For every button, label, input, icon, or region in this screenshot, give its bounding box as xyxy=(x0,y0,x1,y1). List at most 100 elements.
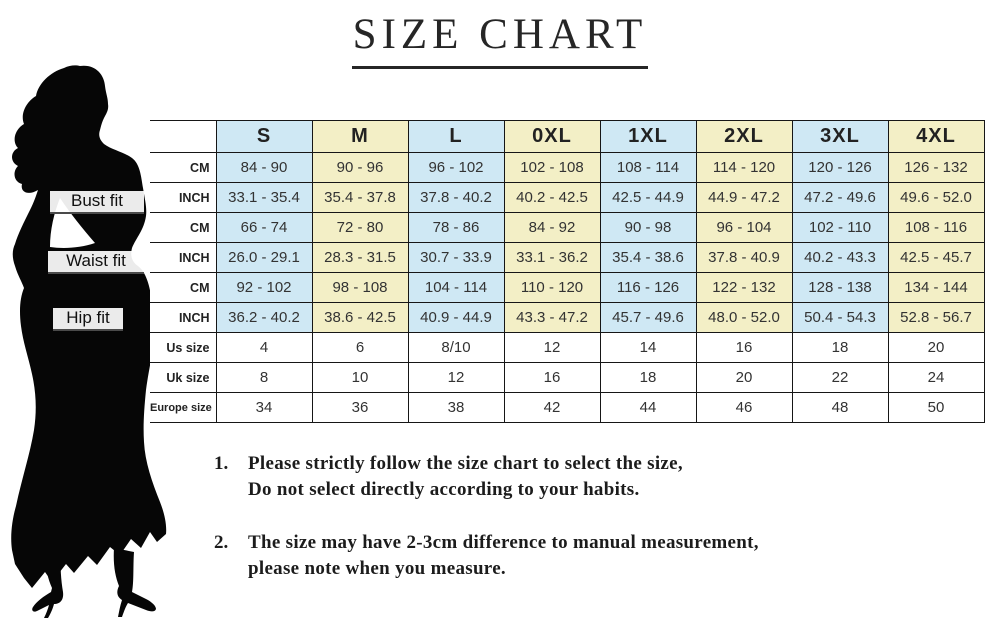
size-value-cell: 34 xyxy=(215,392,313,423)
bust-fit-label: Bust fit xyxy=(50,191,144,214)
size-value-cell: 22 xyxy=(791,362,889,393)
size-value-cell: 16 xyxy=(695,332,793,363)
size-value-cell: 4 xyxy=(215,332,313,363)
size-value-cell: 49.6 - 52.0 xyxy=(887,182,985,213)
size-value-cell: 50.4 - 54.3 xyxy=(791,302,889,333)
size-value-cell: 47.2 - 49.6 xyxy=(791,182,889,213)
size-value-cell: 102 - 108 xyxy=(503,152,601,183)
size-value-cell: 40.2 - 43.3 xyxy=(791,242,889,273)
size-value-cell: 35.4 - 37.8 xyxy=(311,182,409,213)
notes-section: 1. Please strictly follow the size chart… xyxy=(214,451,854,609)
title-wrap: SIZE CHART xyxy=(0,10,1000,59)
size-value-cell: 20 xyxy=(887,332,985,363)
corner-cell xyxy=(150,120,217,153)
size-value-cell: 46 xyxy=(695,392,793,423)
size-column-header: 3XL xyxy=(791,120,889,153)
size-value-cell: 52.8 - 56.7 xyxy=(887,302,985,333)
table-row-bust-inch: INCH 33.1 - 35.4 35.4 - 37.8 37.8 - 40.2… xyxy=(150,182,985,213)
note-text: Please strictly follow the size chart to… xyxy=(248,451,683,503)
size-value-cell: 98 - 108 xyxy=(311,272,409,303)
page-title: SIZE CHART xyxy=(352,11,648,58)
size-value-cell: 128 - 138 xyxy=(791,272,889,303)
table-row-us-size: Us size 4 6 8/10 12 14 16 18 20 xyxy=(150,332,985,363)
size-value-cell: 12 xyxy=(407,362,505,393)
size-value-cell: 18 xyxy=(791,332,889,363)
size-column-header: 0XL xyxy=(503,120,601,153)
size-value-cell: 8 xyxy=(215,362,313,393)
size-value-cell: 42.5 - 45.7 xyxy=(887,242,985,273)
note-line: The size may have 2-3cm difference to ma… xyxy=(248,532,759,553)
size-value-cell: 36.2 - 40.2 xyxy=(215,302,313,333)
size-value-cell: 42.5 - 44.9 xyxy=(599,182,697,213)
size-value-cell: 96 - 102 xyxy=(407,152,505,183)
size-value-cell: 24 xyxy=(887,362,985,393)
note-line: Do not select directly according to your… xyxy=(248,479,640,500)
size-value-cell: 40.2 - 42.5 xyxy=(503,182,601,213)
size-value-cell: 37.8 - 40.2 xyxy=(407,182,505,213)
size-value-cell: 8/10 xyxy=(407,332,505,363)
size-value-cell: 114 - 120 xyxy=(695,152,793,183)
title-underline xyxy=(352,66,648,69)
size-value-cell: 12 xyxy=(503,332,601,363)
size-value-cell: 116 - 126 xyxy=(599,272,697,303)
size-value-cell: 102 - 110 xyxy=(791,212,889,243)
size-value-cell: 48 xyxy=(791,392,889,423)
size-value-cell: 28.3 - 31.5 xyxy=(311,242,409,273)
note-number: 1. xyxy=(214,453,229,474)
size-value-cell: 84 - 90 xyxy=(215,152,313,183)
table-header-row: S M L 0XL 1XL 2XL 3XL 4XL xyxy=(150,120,985,153)
size-value-cell: 38 xyxy=(407,392,505,423)
size-value-cell: 96 - 104 xyxy=(695,212,793,243)
size-value-cell: 126 - 132 xyxy=(887,152,985,183)
size-value-cell: 33.1 - 36.2 xyxy=(503,242,601,273)
size-value-cell: 122 - 132 xyxy=(695,272,793,303)
size-value-cell: 14 xyxy=(599,332,697,363)
waist-fit-label: Waist fit xyxy=(48,251,144,274)
size-column-header: 2XL xyxy=(695,120,793,153)
size-value-cell: 120 - 126 xyxy=(791,152,889,183)
size-value-cell: 50 xyxy=(887,392,985,423)
size-value-cell: 72 - 80 xyxy=(311,212,409,243)
size-column-header: 1XL xyxy=(599,120,697,153)
size-value-cell: 10 xyxy=(311,362,409,393)
size-value-cell: 108 - 114 xyxy=(599,152,697,183)
note-number: 2. xyxy=(214,532,229,553)
size-value-cell: 90 - 96 xyxy=(311,152,409,183)
table-row-hip-cm: CM 92 - 102 98 - 108 104 - 114 110 - 120… xyxy=(150,272,985,303)
size-value-cell: 26.0 - 29.1 xyxy=(215,242,313,273)
row-unit-label: Europe size xyxy=(150,392,217,423)
size-value-cell: 35.4 - 38.6 xyxy=(599,242,697,273)
row-unit-label: INCH xyxy=(150,182,217,213)
row-unit-label: CM xyxy=(150,152,217,183)
size-value-cell: 43.3 - 47.2 xyxy=(503,302,601,333)
size-value-cell: 40.9 - 44.9 xyxy=(407,302,505,333)
table-row-uk-size: Uk size 8 10 12 16 18 20 22 24 xyxy=(150,362,985,393)
row-unit-label: CM xyxy=(150,212,217,243)
size-value-cell: 42 xyxy=(503,392,601,423)
size-value-cell: 38.6 - 42.5 xyxy=(311,302,409,333)
size-value-cell: 104 - 114 xyxy=(407,272,505,303)
hip-fit-label: Hip fit xyxy=(53,308,123,331)
row-unit-label: CM xyxy=(150,272,217,303)
size-value-cell: 20 xyxy=(695,362,793,393)
size-value-cell: 48.0 - 52.0 xyxy=(695,302,793,333)
size-value-cell: 44 xyxy=(599,392,697,423)
table-row-europe-size: Europe size 34 36 38 42 44 46 48 50 xyxy=(150,392,985,423)
size-value-cell: 45.7 - 49.6 xyxy=(599,302,697,333)
row-unit-label: INCH xyxy=(150,242,217,273)
size-value-cell: 37.8 - 40.9 xyxy=(695,242,793,273)
table-row-bust-cm: CM 84 - 90 90 - 96 96 - 102 102 - 108 10… xyxy=(150,152,985,183)
size-value-cell: 108 - 116 xyxy=(887,212,985,243)
size-value-cell: 84 - 92 xyxy=(503,212,601,243)
row-unit-label: INCH xyxy=(150,302,217,333)
size-value-cell: 18 xyxy=(599,362,697,393)
size-value-cell: 30.7 - 33.9 xyxy=(407,242,505,273)
size-value-cell: 33.1 - 35.4 xyxy=(215,182,313,213)
note-line: Please strictly follow the size chart to… xyxy=(248,453,683,474)
size-value-cell: 92 - 102 xyxy=(215,272,313,303)
size-value-cell: 36 xyxy=(311,392,409,423)
size-value-cell: 78 - 86 xyxy=(407,212,505,243)
size-value-cell: 90 - 98 xyxy=(599,212,697,243)
size-column-header: S xyxy=(215,120,313,153)
